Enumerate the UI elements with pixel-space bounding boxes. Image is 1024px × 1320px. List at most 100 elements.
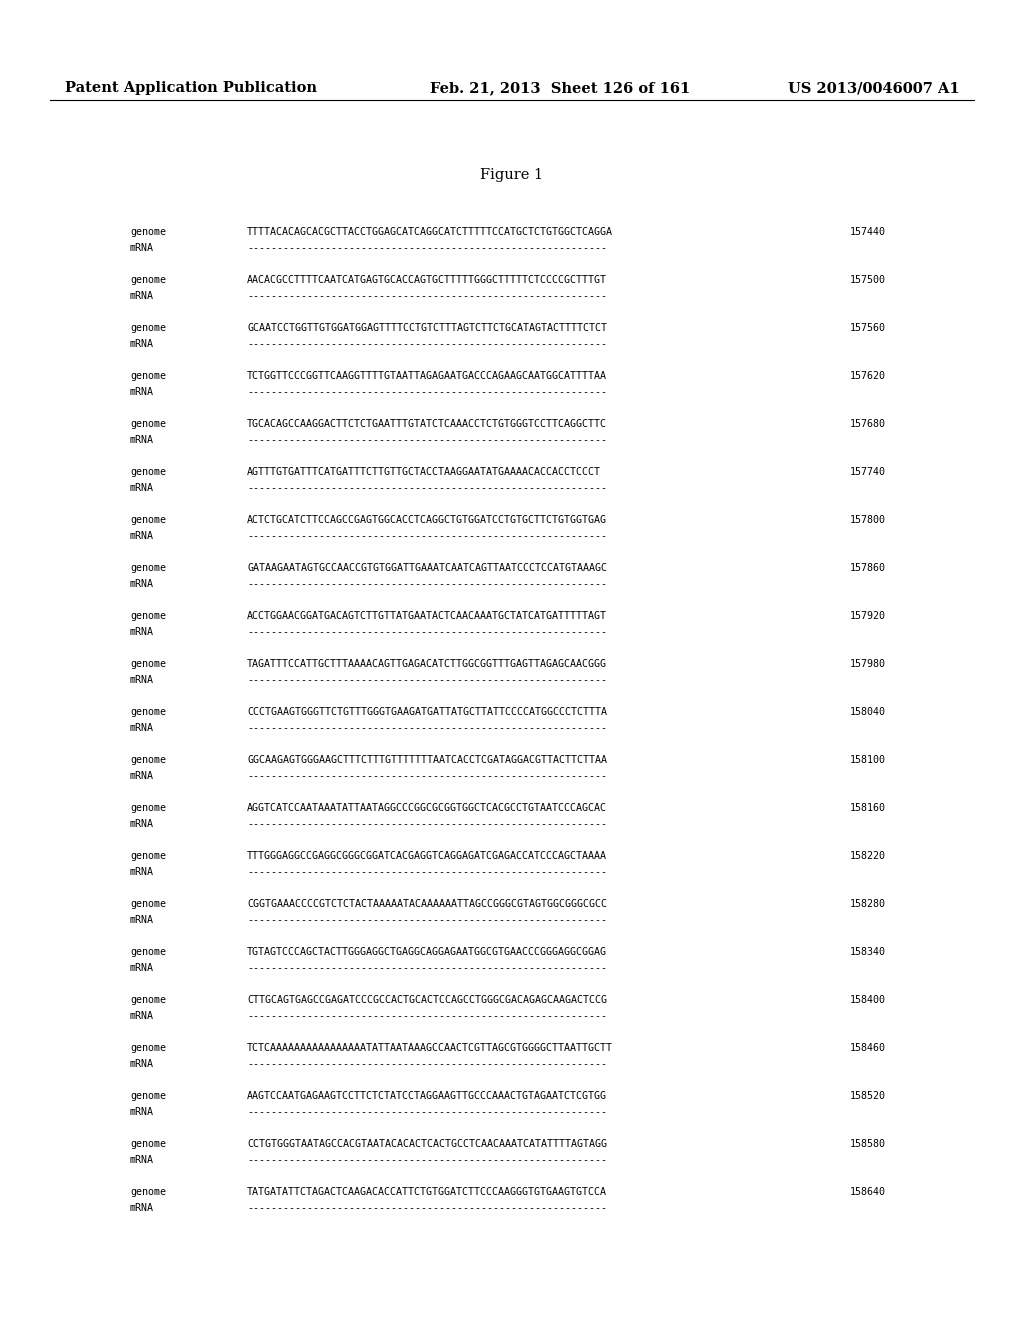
- Text: 157500: 157500: [850, 275, 886, 285]
- Text: mRNA: mRNA: [130, 627, 154, 638]
- Text: genome: genome: [130, 851, 166, 861]
- Text: mRNA: mRNA: [130, 579, 154, 589]
- Text: 157920: 157920: [850, 611, 886, 620]
- Text: ------------------------------------------------------------: ----------------------------------------…: [247, 531, 607, 541]
- Text: TGTAGTCCCAGCTACTTGGGAGGCTGAGGCAGGAGAATGGCGTGAACCCGGGAGGCGGAG: TGTAGTCCCAGCTACTTGGGAGGCTGAGGCAGGAGAATGG…: [247, 946, 607, 957]
- Text: ------------------------------------------------------------: ----------------------------------------…: [247, 1203, 607, 1213]
- Text: mRNA: mRNA: [130, 1203, 154, 1213]
- Text: mRNA: mRNA: [130, 964, 154, 973]
- Text: TATGATATTCTAGACTCAAGACACCATTCTGTGGATCTTCCCAAGGGTGTGAAGTGTCCA: TATGATATTCTAGACTCAAGACACCATTCTGTGGATCTTC…: [247, 1187, 607, 1197]
- Text: mRNA: mRNA: [130, 818, 154, 829]
- Text: ACTCTGCATCTTCCAGCCGAGTGGCACCTCAGGCTGTGGATCCTGTGCTTCTGTGGTGAG: ACTCTGCATCTTCCAGCCGAGTGGCACCTCAGGCTGTGGA…: [247, 515, 607, 525]
- Text: mRNA: mRNA: [130, 531, 154, 541]
- Text: genome: genome: [130, 659, 166, 669]
- Text: mRNA: mRNA: [130, 915, 154, 925]
- Text: ------------------------------------------------------------: ----------------------------------------…: [247, 290, 607, 301]
- Text: 158280: 158280: [850, 899, 886, 909]
- Text: CCTGTGGGTAATAGCCACGTAATACACACTCACTGCCTCAACAAATCATATTTTAGTAGG: CCTGTGGGTAATAGCCACGTAATACACACTCACTGCCTCA…: [247, 1139, 607, 1148]
- Text: mRNA: mRNA: [130, 723, 154, 733]
- Text: GATAAGAATAGTGCCAACCGTGTGGATTGAAATCAATCAGTTAATCCCTCCATGTAAAGC: GATAAGAATAGTGCCAACCGTGTGGATTGAAATCAATCAG…: [247, 564, 607, 573]
- Text: genome: genome: [130, 371, 166, 381]
- Text: AGGTCATCCAATAAATATTAATAGGCCCGGCGCGGTGGCTCACGCCTGTAATCCCAGCAC: AGGTCATCCAATAAATATTAATAGGCCCGGCGCGGTGGCT…: [247, 803, 607, 813]
- Text: genome: genome: [130, 1187, 166, 1197]
- Text: mRNA: mRNA: [130, 483, 154, 492]
- Text: 158100: 158100: [850, 755, 886, 766]
- Text: ------------------------------------------------------------: ----------------------------------------…: [247, 723, 607, 733]
- Text: 158400: 158400: [850, 995, 886, 1005]
- Text: mRNA: mRNA: [130, 436, 154, 445]
- Text: mRNA: mRNA: [130, 1155, 154, 1166]
- Text: genome: genome: [130, 611, 166, 620]
- Text: ------------------------------------------------------------: ----------------------------------------…: [247, 1107, 607, 1117]
- Text: 158040: 158040: [850, 708, 886, 717]
- Text: ------------------------------------------------------------: ----------------------------------------…: [247, 1059, 607, 1069]
- Text: Figure 1: Figure 1: [480, 168, 544, 182]
- Text: mRNA: mRNA: [130, 867, 154, 876]
- Text: mRNA: mRNA: [130, 771, 154, 781]
- Text: mRNA: mRNA: [130, 339, 154, 348]
- Text: ------------------------------------------------------------: ----------------------------------------…: [247, 818, 607, 829]
- Text: 158220: 158220: [850, 851, 886, 861]
- Text: genome: genome: [130, 946, 166, 957]
- Text: genome: genome: [130, 515, 166, 525]
- Text: 158160: 158160: [850, 803, 886, 813]
- Text: 157860: 157860: [850, 564, 886, 573]
- Text: genome: genome: [130, 995, 166, 1005]
- Text: 158520: 158520: [850, 1092, 886, 1101]
- Text: GCAATCCTGGTTGTGGATGGAGTTTTCCTGTCTTTAGTCTTCTGCATAGTACTTTTCTCT: GCAATCCTGGTTGTGGATGGAGTTTTCCTGTCTTTAGTCT…: [247, 323, 607, 333]
- Text: 158460: 158460: [850, 1043, 886, 1053]
- Text: 158640: 158640: [850, 1187, 886, 1197]
- Text: 157620: 157620: [850, 371, 886, 381]
- Text: genome: genome: [130, 323, 166, 333]
- Text: genome: genome: [130, 564, 166, 573]
- Text: TTTTACACAGCACGCTTACCTGGAGCATCAGGCATCTTTTTCCATGCTCTGTGGCTCAGGA: TTTTACACAGCACGCTTACCTGGAGCATCAGGCATCTTTT…: [247, 227, 613, 238]
- Text: ------------------------------------------------------------: ----------------------------------------…: [247, 675, 607, 685]
- Text: genome: genome: [130, 899, 166, 909]
- Text: ------------------------------------------------------------: ----------------------------------------…: [247, 579, 607, 589]
- Text: CCCTGAAGTGGGTTCTGTTTGGGTGAAGATGATTATGCTTATTCCCCATGGCCCTCTTTA: CCCTGAAGTGGGTTCTGTTTGGGTGAAGATGATTATGCTT…: [247, 708, 607, 717]
- Text: mRNA: mRNA: [130, 675, 154, 685]
- Text: 157740: 157740: [850, 467, 886, 477]
- Text: CTTGCAGTGAGCCGAGATCCCGCCACTGCACTCCAGCCTGGGCGACAGAGCAAGACTCCG: CTTGCAGTGAGCCGAGATCCCGCCACTGCACTCCAGCCTG…: [247, 995, 607, 1005]
- Text: AACACGCCTTTTCAATCATGAGTGCACCAGTGCTTTTTGGGCTTTTTCTCCCCGCTTTGT: AACACGCCTTTTCAATCATGAGTGCACCAGTGCTTTTTGG…: [247, 275, 607, 285]
- Text: GGCAAGAGTGGGAAGCTTTCTTTGTTTTTTTAATCACCTCGATAGGACGTTACTTCTTAA: GGCAAGAGTGGGAAGCTTTCTTTGTTTTTTTAATCACCTC…: [247, 755, 607, 766]
- Text: genome: genome: [130, 1139, 166, 1148]
- Text: ------------------------------------------------------------: ----------------------------------------…: [247, 771, 607, 781]
- Text: ------------------------------------------------------------: ----------------------------------------…: [247, 627, 607, 638]
- Text: ------------------------------------------------------------: ----------------------------------------…: [247, 964, 607, 973]
- Text: Feb. 21, 2013  Sheet 126 of 161: Feb. 21, 2013 Sheet 126 of 161: [430, 81, 690, 95]
- Text: TAGATTTCCATTGCTTTAAAACAGTTGAGACATCTTGGCGGTTTGAGTTAGAGCAACGGG: TAGATTTCCATTGCTTTAAAACAGTTGAGACATCTTGGCG…: [247, 659, 607, 669]
- Text: US 2013/0046007 A1: US 2013/0046007 A1: [788, 81, 961, 95]
- Text: ACCTGGAACGGATGACAGTCTTGTTATGAATACTCAACAAATGCTATCATGATTTTTAGT: ACCTGGAACGGATGACAGTCTTGTTATGAATACTCAACAA…: [247, 611, 607, 620]
- Text: TGCACAGCCAAGGACTTCTCTGAATTTGTATCTCAAACCTCTGTGGGTCCTTCAGGCTTC: TGCACAGCCAAGGACTTCTCTGAATTTGTATCTCAAACCT…: [247, 418, 607, 429]
- Text: genome: genome: [130, 755, 166, 766]
- Text: 158580: 158580: [850, 1139, 886, 1148]
- Text: TCTCAAAAAAAAAAAAAAAATATTAATAAAGCCAACTCGTTAGCGTGGGGCTTAATTGCTT: TCTCAAAAAAAAAAAAAAAATATTAATAAAGCCAACTCGT…: [247, 1043, 613, 1053]
- Text: genome: genome: [130, 467, 166, 477]
- Text: ------------------------------------------------------------: ----------------------------------------…: [247, 243, 607, 253]
- Text: ------------------------------------------------------------: ----------------------------------------…: [247, 1011, 607, 1020]
- Text: genome: genome: [130, 275, 166, 285]
- Text: genome: genome: [130, 1092, 166, 1101]
- Text: ------------------------------------------------------------: ----------------------------------------…: [247, 483, 607, 492]
- Text: ------------------------------------------------------------: ----------------------------------------…: [247, 436, 607, 445]
- Text: CGGTGAAACCCCGTCTCTACTAAAAATACAAAAAATTAGCCGGGCGTAGTGGCGGGCGCC: CGGTGAAACCCCGTCTCTACTAAAAATACAAAAAATTAGC…: [247, 899, 607, 909]
- Text: Patent Application Publication: Patent Application Publication: [65, 81, 317, 95]
- Text: 157800: 157800: [850, 515, 886, 525]
- Text: ------------------------------------------------------------: ----------------------------------------…: [247, 1155, 607, 1166]
- Text: mRNA: mRNA: [130, 387, 154, 397]
- Text: mRNA: mRNA: [130, 1107, 154, 1117]
- Text: ------------------------------------------------------------: ----------------------------------------…: [247, 915, 607, 925]
- Text: genome: genome: [130, 803, 166, 813]
- Text: genome: genome: [130, 1043, 166, 1053]
- Text: mRNA: mRNA: [130, 290, 154, 301]
- Text: TTTGGGAGGCCGAGGCGGGCGGATCACGAGGTCAGGAGATCGAGACCATCCCAGCTAAAA: TTTGGGAGGCCGAGGCGGGCGGATCACGAGGTCAGGAGAT…: [247, 851, 607, 861]
- Text: 157560: 157560: [850, 323, 886, 333]
- Text: genome: genome: [130, 418, 166, 429]
- Text: mRNA: mRNA: [130, 1059, 154, 1069]
- Text: genome: genome: [130, 227, 166, 238]
- Text: TCTGGTTCCCGGTTCAAGGTTTTGTAATTAGAGAATGACCCAGAAGCAATGGCATTTTAA: TCTGGTTCCCGGTTCAAGGTTTTGTAATTAGAGAATGACC…: [247, 371, 607, 381]
- Text: ------------------------------------------------------------: ----------------------------------------…: [247, 867, 607, 876]
- Text: genome: genome: [130, 708, 166, 717]
- Text: 157680: 157680: [850, 418, 886, 429]
